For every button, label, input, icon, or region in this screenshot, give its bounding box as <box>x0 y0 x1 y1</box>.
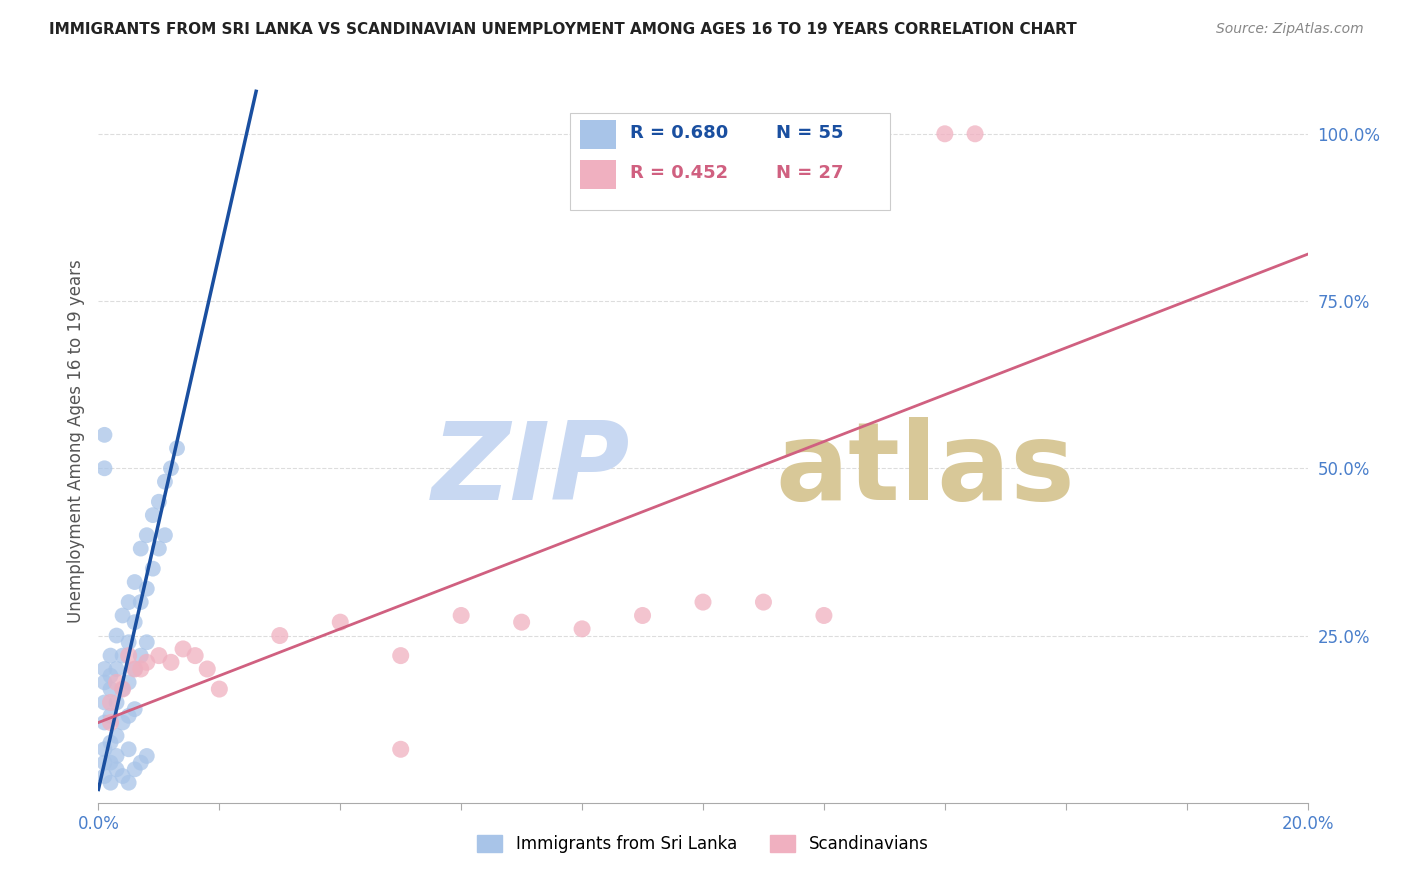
Point <box>631 608 654 623</box>
Point <box>118 708 141 723</box>
Point <box>184 648 207 663</box>
Point <box>111 681 134 696</box>
Point <box>135 528 157 542</box>
Point <box>135 582 157 596</box>
Point <box>129 662 152 676</box>
Point <box>105 662 128 676</box>
Bar <box>579 160 616 189</box>
Point <box>100 648 122 663</box>
Point <box>752 595 775 609</box>
Point <box>100 756 122 770</box>
Point <box>124 662 146 676</box>
Point <box>389 742 412 756</box>
Point <box>93 427 115 442</box>
Point <box>93 696 115 710</box>
Y-axis label: Unemployment Among Ages 16 to 19 years: Unemployment Among Ages 16 to 19 years <box>66 260 84 624</box>
Point <box>153 475 176 489</box>
Point <box>100 696 122 710</box>
Point <box>105 762 128 776</box>
Text: N = 55: N = 55 <box>776 124 844 142</box>
Text: R = 0.452: R = 0.452 <box>630 164 728 182</box>
Point <box>100 715 122 730</box>
Point <box>148 494 170 508</box>
Point <box>124 662 146 676</box>
Point <box>105 628 128 642</box>
Point <box>129 541 152 556</box>
Point <box>100 708 122 723</box>
Point <box>129 648 152 663</box>
Point <box>118 742 141 756</box>
Point <box>389 648 412 663</box>
Point <box>813 608 835 623</box>
Point <box>160 461 183 475</box>
Point <box>510 615 533 630</box>
Point <box>93 756 115 770</box>
Point <box>93 742 115 756</box>
Text: Source: ZipAtlas.com: Source: ZipAtlas.com <box>1216 22 1364 37</box>
Text: R = 0.680: R = 0.680 <box>630 124 728 142</box>
Point <box>142 562 165 576</box>
Text: N = 27: N = 27 <box>776 164 844 182</box>
Point <box>111 769 134 783</box>
Point <box>148 648 170 663</box>
Point <box>111 648 134 663</box>
Point <box>118 648 141 663</box>
Point <box>100 681 122 696</box>
Point <box>571 622 593 636</box>
Point <box>100 669 122 683</box>
Point <box>93 715 115 730</box>
Point <box>129 756 152 770</box>
Point <box>105 749 128 764</box>
Point <box>93 769 115 783</box>
Point <box>105 729 128 743</box>
Point <box>118 595 141 609</box>
Bar <box>569 112 890 211</box>
Point <box>208 681 231 696</box>
Point <box>153 528 176 542</box>
Point <box>124 575 146 590</box>
Point <box>166 442 188 455</box>
Point <box>118 675 141 690</box>
Point <box>105 696 128 710</box>
Point <box>111 715 134 730</box>
Point <box>111 681 134 696</box>
Point <box>111 608 134 623</box>
Point <box>450 608 472 623</box>
Point <box>93 461 115 475</box>
Point <box>124 702 146 716</box>
Point <box>100 735 122 749</box>
Point <box>135 655 157 669</box>
Text: atlas: atlas <box>776 417 1076 524</box>
Text: IMMIGRANTS FROM SRI LANKA VS SCANDINAVIAN UNEMPLOYMENT AMONG AGES 16 TO 19 YEARS: IMMIGRANTS FROM SRI LANKA VS SCANDINAVIA… <box>49 22 1077 37</box>
Point <box>160 655 183 669</box>
Point <box>329 615 352 630</box>
Point <box>129 595 152 609</box>
Point <box>692 595 714 609</box>
Point <box>100 776 122 790</box>
Point <box>142 508 165 523</box>
Point <box>124 762 146 776</box>
Point <box>93 662 115 676</box>
Point <box>172 642 194 657</box>
Point <box>269 628 291 642</box>
Point <box>118 776 141 790</box>
Point <box>148 541 170 556</box>
Bar <box>579 120 616 149</box>
Point <box>93 675 115 690</box>
Point <box>195 662 218 676</box>
Point <box>118 635 141 649</box>
Point <box>934 127 956 141</box>
Point <box>135 635 157 649</box>
Point <box>124 615 146 630</box>
Point <box>965 127 987 141</box>
Legend: Immigrants from Sri Lanka, Scandinavians: Immigrants from Sri Lanka, Scandinavians <box>471 828 935 860</box>
Point <box>135 749 157 764</box>
Point <box>105 675 128 690</box>
Text: ZIP: ZIP <box>432 417 630 524</box>
